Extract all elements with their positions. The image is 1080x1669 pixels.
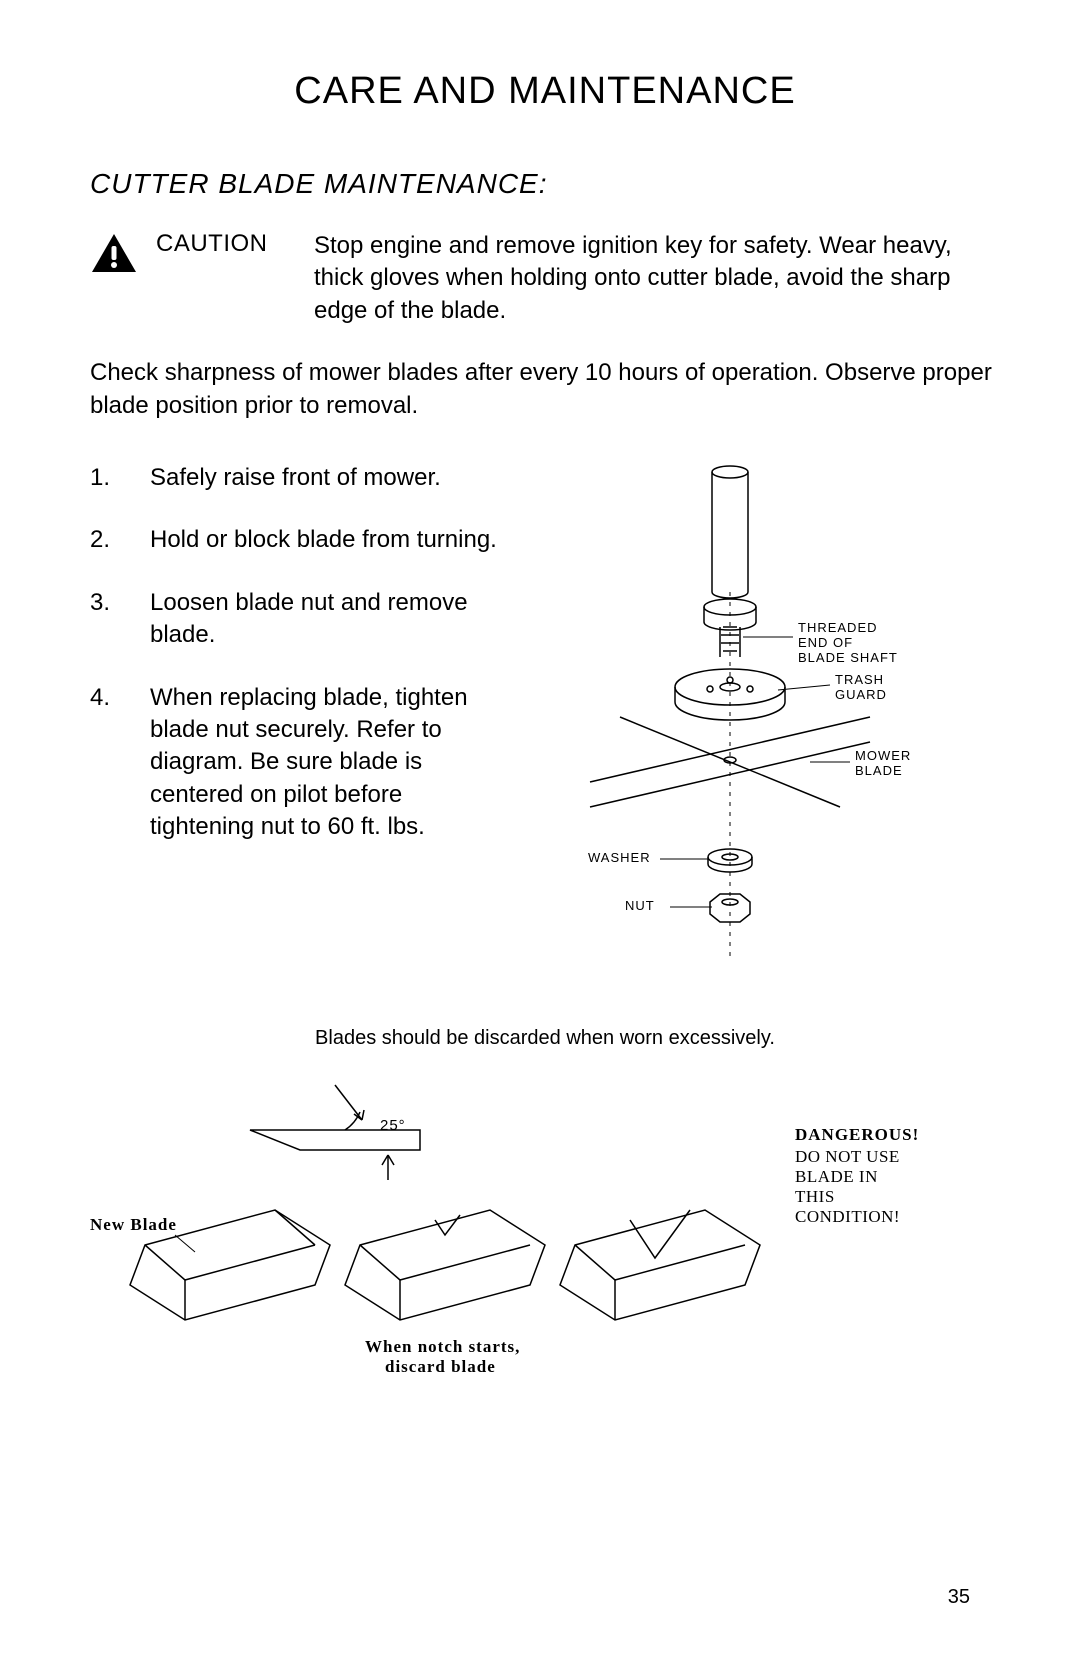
new-blade-label: New Blade: [90, 1215, 177, 1234]
danger-line2: BLADE IN: [795, 1167, 878, 1186]
angle-label: 25°: [380, 1117, 406, 1134]
label-blade: BLADE: [855, 763, 903, 778]
step-row: 4. When replacing blade, tighten blade n…: [90, 682, 510, 844]
discard-note: Blades should be discarded when worn exc…: [90, 1027, 1000, 1050]
page-container: CARE AND MAINTENANCE CUTTER BLADE MAINTE…: [0, 0, 1080, 1669]
step-row: 2. Hold or block blade from turning.: [90, 524, 510, 556]
caution-label: CAUTION: [156, 230, 296, 258]
step-number: 2.: [90, 524, 120, 556]
page-title: CARE AND MAINTENANCE: [90, 70, 1000, 113]
label-threaded: THREADED: [798, 620, 878, 635]
step-row: 3. Loosen blade nut and remove blade.: [90, 587, 510, 652]
warning-triangle-icon: [90, 232, 138, 274]
step-number: 4.: [90, 682, 120, 844]
label-mower: MOWER: [855, 748, 911, 763]
label-washer: WASHER: [588, 850, 651, 865]
step-number: 3.: [90, 587, 120, 652]
label-trash: TRASH: [835, 672, 884, 687]
label-nut: NUT: [625, 898, 655, 913]
steps-list: 1. Safely raise front of mower. 2. Hold …: [90, 462, 510, 1007]
label-blade-shaft: BLADE SHAFT: [798, 650, 898, 665]
exploded-blade-diagram: THREADED END OF BLADE SHAFT TRASH GUARD …: [530, 462, 1000, 1007]
danger-line3: THIS: [795, 1187, 835, 1206]
label-guard: GUARD: [835, 687, 887, 702]
danger-line4: CONDITION!: [795, 1207, 900, 1226]
section-subtitle: CUTTER BLADE MAINTENANCE:: [90, 168, 1000, 200]
page-number: 35: [948, 1586, 970, 1609]
danger-line1: DO NOT USE: [795, 1147, 900, 1166]
step-text: Safely raise front of mower.: [150, 462, 510, 494]
notch-label-line2: discard blade: [385, 1357, 496, 1376]
steps-and-diagram: 1. Safely raise front of mower. 2. Hold …: [90, 462, 1000, 1007]
step-text: Hold or block blade from turning.: [150, 524, 510, 556]
step-row: 1. Safely raise front of mower.: [90, 462, 510, 494]
danger-heading: DANGEROUS!: [795, 1125, 919, 1144]
caution-text: Stop engine and remove ignition key for …: [314, 230, 1000, 327]
step-text: When replacing blade, tighten blade nut …: [150, 682, 510, 844]
notch-label-line1: When notch starts,: [365, 1337, 520, 1356]
caution-row: CAUTION Stop engine and remove ignition …: [90, 230, 1000, 327]
blade-wear-diagram: 25°: [90, 1070, 1000, 1385]
label-end-of: END OF: [798, 635, 853, 650]
step-number: 1.: [90, 462, 120, 494]
intro-text: Check sharpness of mower blades after ev…: [90, 357, 1000, 422]
step-text: Loosen blade nut and remove blade.: [150, 587, 510, 652]
